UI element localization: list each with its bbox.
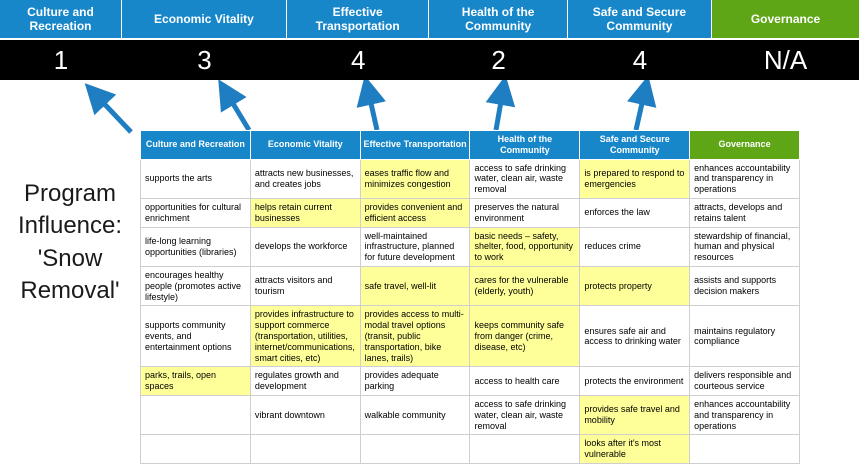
matrix-cell: life-long learning opportunities (librar…	[140, 226, 251, 267]
matrix-cell: enhances accountability and transparency…	[689, 158, 800, 199]
matrix-cell-highlighted: protects property	[579, 265, 691, 307]
matrix-cell: encourages healthy people (promotes acti…	[140, 265, 251, 307]
matrix-cell: preserves the natural environment	[469, 197, 581, 228]
matrix-row: supports community events, and entertain…	[140, 305, 800, 368]
pillar-score: 1	[53, 44, 69, 75]
pillar-header-row: Culture and Recreation Economic Vitality E…	[0, 0, 859, 38]
matrix-row: encourages healthy people (promotes acti…	[140, 265, 800, 307]
matrix-cell: attracts visitors and tourism	[249, 265, 361, 307]
pillar-score: N/A	[763, 44, 808, 75]
matrix-cell-highlighted: provides infrastructure to support comme…	[249, 305, 361, 368]
matrix-column-header: Safe and Secure Community	[579, 130, 691, 160]
arrow-up-icon	[218, 80, 252, 132]
matrix-cell: stewardship of financial, human and phys…	[689, 226, 800, 267]
arrow-up-icon	[84, 83, 133, 134]
matrix-cell: attracts new businesses, and creates job…	[249, 158, 361, 199]
matrix-cell-highlighted: basic needs – safety, shelter, food, opp…	[469, 226, 581, 267]
pillar-header: Economic Vitality	[121, 0, 287, 38]
matrix-cell: access to health care	[469, 366, 581, 396]
matrix-cell: access to safe drinking water, clean air…	[469, 394, 581, 436]
matrix-cell: access to safe drinking water, clean air…	[469, 158, 581, 199]
arrow-up-icon	[627, 80, 657, 131]
pillar-header: Effective Transportation	[286, 0, 430, 38]
matrix-cell: supports the arts	[140, 158, 251, 199]
pillar-score: 4	[632, 44, 648, 75]
pillar-score: 4	[350, 44, 366, 75]
matrix-column-header: Effective Transportation	[359, 130, 471, 160]
matrix-column-header: Culture and Recreation	[140, 130, 251, 160]
program-title: Program Influence: 'Snow Removal'	[17, 180, 123, 305]
matrix-row: opportunities for cultural enrichment hel…	[140, 197, 800, 228]
matrix-row: parks, trails, open spaces regulates grow…	[140, 366, 800, 396]
matrix-cell: walkable community	[359, 394, 471, 436]
matrix-cell: develops the workforce	[249, 226, 361, 267]
matrix-cell	[469, 434, 581, 464]
matrix-cell-highlighted: provides safe travel and mobility	[579, 394, 691, 436]
matrix-cell: provides adequate parking	[359, 366, 471, 396]
arrow-up-icon	[485, 80, 516, 131]
matrix-cell: ensures safe air and access to drinking …	[579, 305, 691, 368]
matrix-cell: maintains regulatory compliance	[689, 305, 800, 368]
matrix-cell: assists and supports decision makers	[689, 265, 800, 307]
matrix-cell-highlighted: safe travel, well-lit	[359, 265, 471, 307]
matrix-cell: opportunities for cultural enrichment	[140, 197, 251, 228]
matrix-cell: regulates growth and development	[249, 366, 361, 396]
matrix-cell: supports community events, and entertain…	[140, 305, 251, 368]
pillar-score: 2	[491, 44, 506, 75]
arrow-up-icon	[356, 80, 386, 131]
matrix-row: vibrant downtown walkable community access…	[140, 394, 800, 436]
matrix-cell: enforces the law	[579, 197, 691, 228]
matrix-cell	[359, 434, 471, 464]
matrix-cell-highlighted: helps retain current businesses	[249, 197, 361, 228]
matrix-header-row: Culture and Recreation Economic Vitality E…	[140, 130, 800, 160]
matrix-cell-highlighted: provides convenient and efficient access	[359, 197, 471, 228]
matrix-cell: attracts, develops and retains talent	[689, 197, 800, 228]
matrix-cell-highlighted: parks, trails, open spaces	[140, 366, 251, 396]
pillar-score: 3	[197, 44, 212, 75]
matrix-cell-highlighted: provides access to multi-modal travel op…	[359, 305, 471, 368]
matrix-row: life-long learning opportunities (librar…	[140, 226, 800, 267]
matrix-cell	[140, 394, 251, 436]
matrix-cell	[689, 434, 800, 464]
matrix-cell: reduces crime	[579, 226, 691, 267]
score-band: 1 3 4 2 4 N/A	[0, 38, 859, 80]
matrix-row: looks after it's most vulnerable	[140, 434, 800, 464]
matrix-row: supports the arts attracts new businesses…	[140, 158, 800, 199]
matrix-cell: vibrant downtown	[249, 394, 361, 436]
matrix-cell: protects the environment	[579, 366, 691, 396]
matrix-cell-highlighted: eases traffic flow and minimizes congest…	[359, 158, 471, 199]
influence-arrows	[84, 80, 657, 134]
matrix-column-header: Economic Vitality	[249, 130, 361, 160]
pillar-header: Health of the Community	[429, 0, 568, 38]
matrix-body: supports the arts attracts new businesses…	[140, 158, 800, 464]
matrix-column-header: Governance	[689, 130, 800, 160]
matrix-cell: well-maintained infrastructure, planned …	[359, 226, 471, 267]
matrix-cell-highlighted: cares for the vulnerable (elderly, youth…	[469, 265, 581, 307]
pillar-header: Governance	[712, 0, 859, 38]
matrix-cell	[249, 434, 361, 464]
influence-matrix: Culture and Recreation Economic Vitality E…	[140, 130, 800, 464]
matrix-cell: delivers responsible and courteous servi…	[689, 366, 800, 396]
matrix-cell: enhances accountability and transparency…	[689, 394, 800, 436]
matrix-cell-highlighted: looks after it's most vulnerable	[579, 434, 691, 464]
pillar-header: Culture and Recreation	[0, 0, 122, 38]
matrix-cell	[140, 434, 251, 464]
matrix-cell-highlighted: is prepared to respond to emergencies	[579, 158, 691, 199]
matrix-column-header: Health of the Community	[469, 130, 581, 160]
pillar-header: Safe and Secure Community	[567, 0, 713, 38]
matrix-cell-highlighted: keeps community safe from danger (crime,…	[469, 305, 581, 368]
